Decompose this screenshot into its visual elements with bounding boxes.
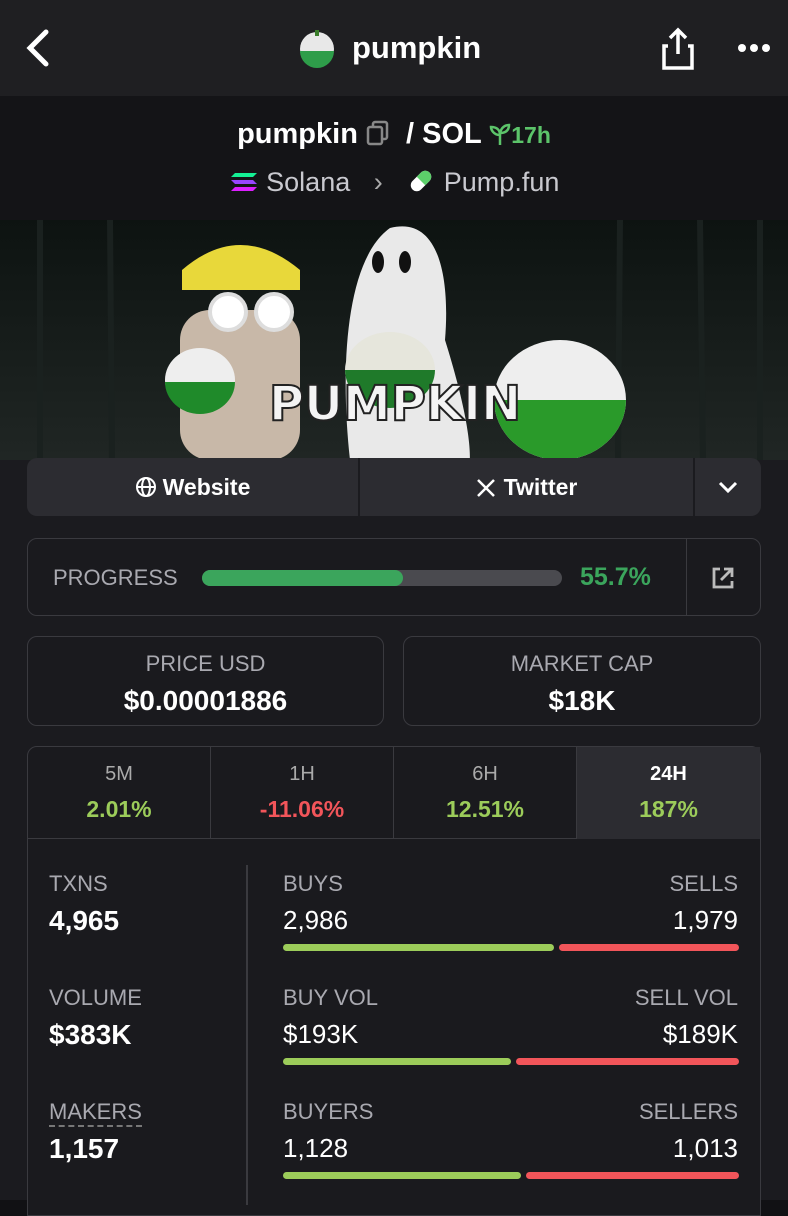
copy-icon[interactable] [366, 120, 390, 146]
split-left-label: BUY VOL [283, 985, 378, 1010]
buy-bar [283, 1058, 511, 1065]
timeframe-tabs: 5M 2.01% 1H -11.06% 6H 12.51% 24H 187% [28, 747, 760, 839]
timeframe-tab[interactable]: 5M 2.01% [28, 747, 211, 839]
share-button[interactable] [660, 26, 696, 72]
split-right-value: $189K [662, 1019, 738, 1049]
timeframe-change: 12.51% [445, 796, 524, 822]
timeframe-tab[interactable]: 24H 187% [577, 747, 760, 839]
timeframe-change: -11.06% [259, 796, 345, 822]
split-right-label: SELLS [669, 871, 739, 896]
header-title: pumpkin [352, 30, 482, 65]
timeframe-label: 1H [289, 763, 315, 785]
stat-label: MAKERS [49, 1099, 142, 1127]
top-bar: pumpkin [0, 0, 788, 96]
pump-icon [411, 170, 432, 192]
quote-symbol: SOL [422, 118, 482, 150]
stat-label: VOLUME [49, 985, 142, 1010]
buy-bar [283, 944, 555, 951]
split-right-label: SELL VOL [634, 985, 738, 1010]
pair-separator: / [406, 118, 415, 150]
timeframe-tab[interactable]: 1H -11.06% [211, 747, 394, 839]
base-symbol: pumpkin [237, 118, 358, 150]
banner: PUMPKIN [0, 220, 788, 460]
split-left-value: 1,128 [283, 1133, 349, 1163]
split-left-label: BUYERS [283, 1099, 374, 1124]
market-cap-value: $18K [548, 685, 616, 716]
timeframe-label: 6H [472, 763, 498, 785]
timeframe-change: 187% [639, 796, 698, 822]
progress-box: PROGRESS 55.7% [27, 538, 761, 616]
website-label: Website [162, 474, 251, 500]
timeframe-change: 2.01% [86, 796, 152, 822]
buy-bar [283, 1172, 521, 1179]
twitter-button[interactable]: Twitter [360, 458, 695, 516]
link-bar: Website Twitter [27, 458, 761, 516]
dex-name: Pump.fun [443, 167, 560, 197]
price-value: $0.00001886 [123, 685, 288, 716]
more-button[interactable] [736, 40, 772, 56]
pair-info: pumpkin / SOL 17h Solana › Pump.fun [0, 96, 788, 220]
market-cap-label: MARKET CAP [510, 651, 654, 676]
more-links[interactable] [715, 478, 741, 496]
sell-bar [559, 944, 739, 951]
timeframe-label: 5M [105, 763, 133, 785]
price-box: PRICE USD $0.00001886 [27, 636, 384, 726]
split-right-label: SELLERS [638, 1099, 738, 1124]
timeframe-label: 24H [650, 763, 687, 785]
breadcrumb-arrow: › [373, 167, 383, 197]
stats-box: 5M 2.01% 1H -11.06% 6H 12.51% 24H 187% TXNS 4,96… [27, 746, 761, 1216]
pair-age: 17h [511, 122, 551, 148]
sell-bar [525, 1172, 739, 1179]
progress-label: PROGRESS [53, 565, 178, 590]
split-left-label: BUYS [283, 871, 343, 896]
banner-text: PUMPKIN [269, 376, 521, 432]
progress-bar [202, 570, 403, 586]
market-cap-box: MARKET CAP $18K [403, 636, 761, 726]
age-icon [490, 123, 511, 145]
progress-track [202, 570, 562, 586]
split-left-value: $193K [283, 1019, 359, 1049]
timeframe-tab[interactable]: 6H 12.51% [394, 747, 577, 839]
token-icon [300, 30, 334, 68]
stat-value: $383K [49, 1019, 132, 1050]
split-right-value: 1,013 [672, 1133, 738, 1163]
back-button[interactable] [24, 28, 54, 68]
stat-value: 4,965 [49, 905, 120, 936]
split-left-value: 2,986 [283, 905, 349, 935]
sell-bar [515, 1058, 739, 1065]
split-right-value: 1,979 [672, 905, 738, 935]
open-external[interactable] [710, 565, 736, 591]
progress-value: 55.7% [580, 563, 651, 591]
solana-icon [230, 173, 257, 191]
website-button[interactable]: Website [27, 458, 360, 516]
price-label: PRICE USD [145, 651, 266, 676]
stat-value: 1,157 [49, 1133, 120, 1164]
chain-name: Solana [266, 167, 351, 197]
twitter-label: Twitter [503, 474, 578, 500]
stat-label: TXNS [49, 871, 108, 896]
